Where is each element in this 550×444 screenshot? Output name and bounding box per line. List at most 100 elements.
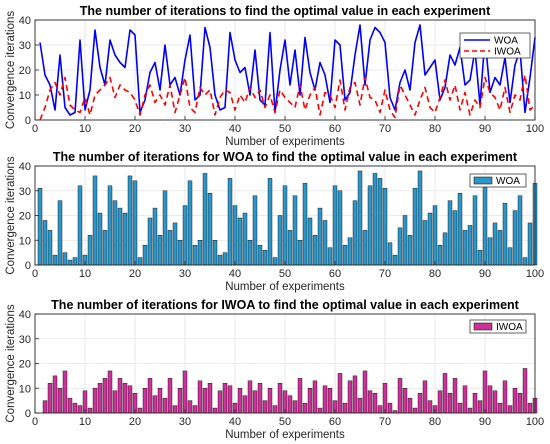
- x-tick-label: 10: [79, 416, 91, 428]
- x-tick-label: 0: [32, 268, 38, 280]
- bar: [152, 395, 158, 414]
- bar: [97, 383, 103, 414]
- bar: [457, 193, 463, 266]
- bar: [187, 400, 193, 414]
- bar: [342, 402, 348, 414]
- bar: [382, 383, 388, 414]
- bar: [312, 235, 318, 266]
- y-tick-label: 30: [19, 40, 31, 52]
- bar: [182, 205, 188, 266]
- bar: [102, 378, 108, 414]
- bar: [502, 202, 508, 266]
- bar: [57, 388, 63, 414]
- x-tick-label: 60: [329, 268, 341, 280]
- y-tick-label: 0: [25, 115, 31, 127]
- bar: [177, 240, 183, 266]
- bar: [402, 388, 408, 414]
- bar: [517, 393, 523, 414]
- bar: [187, 180, 193, 266]
- y-tick-label: 10: [19, 235, 31, 247]
- bar: [472, 393, 478, 414]
- bar: [512, 388, 518, 414]
- legend: IWOA: [469, 319, 527, 334]
- y-tick-label: 40: [19, 309, 31, 321]
- bar: [302, 183, 308, 266]
- bar: [232, 205, 238, 266]
- bar: [72, 257, 78, 266]
- bar: [172, 222, 178, 266]
- bar: [272, 257, 278, 266]
- bar: [107, 370, 113, 414]
- chart-title: The number of iterations for WOA to find…: [53, 150, 518, 164]
- x-axis-label: Number of experiments: [225, 281, 345, 293]
- bar: [62, 370, 68, 414]
- y-tick-label: 40: [19, 15, 31, 27]
- bar: [527, 222, 533, 266]
- bar: [427, 212, 433, 266]
- x-tick-label: 80: [429, 416, 441, 428]
- bar: [182, 370, 188, 414]
- bar: [337, 373, 343, 414]
- x-axis-label: Number of experiments: [225, 136, 345, 148]
- bar: [222, 252, 228, 266]
- bar: [172, 405, 178, 414]
- y-tick-label: 10: [19, 383, 31, 395]
- bar: [472, 195, 478, 266]
- bar: [267, 388, 273, 414]
- bar: [387, 402, 393, 414]
- bar: [407, 235, 413, 266]
- bar: [412, 188, 418, 266]
- bar: [292, 400, 298, 414]
- y-tick-label: 20: [19, 359, 31, 371]
- bar: [87, 235, 93, 266]
- bar: [97, 212, 103, 266]
- bar: [167, 378, 173, 414]
- legend-label: WOA: [494, 36, 518, 47]
- bar: [397, 227, 403, 266]
- x-tick-label: 100: [526, 416, 544, 428]
- bar: [257, 244, 263, 266]
- bar: [52, 375, 58, 414]
- bar: [487, 237, 493, 266]
- bar: [362, 230, 368, 266]
- bar: [112, 200, 118, 266]
- series-line-woa: [39, 24, 536, 116]
- bar: [162, 190, 168, 266]
- x-axis-label: Number of experiments: [225, 429, 345, 441]
- y-tick-label: 30: [19, 186, 31, 198]
- bar: [412, 407, 418, 414]
- bar: [277, 215, 283, 266]
- bar: [417, 170, 423, 266]
- bar: [502, 380, 508, 414]
- x-tick-label: 20: [129, 416, 141, 428]
- bar: [387, 242, 393, 266]
- legend-label: WOA: [496, 176, 520, 187]
- chart-title: The number of iterations to find the opt…: [80, 4, 491, 18]
- bar: [437, 244, 443, 266]
- y-tick-label: 0: [25, 408, 31, 420]
- bar: [212, 407, 218, 414]
- bar: [462, 230, 468, 266]
- bar: [362, 370, 368, 414]
- x-tick-label: 10: [79, 123, 91, 135]
- bar: [47, 383, 53, 414]
- bar: [137, 407, 143, 414]
- bar: [242, 395, 248, 414]
- bar: [42, 400, 48, 414]
- bar: [142, 388, 148, 414]
- bar: [192, 244, 198, 266]
- y-tick-label: 10: [19, 90, 31, 102]
- bar: [512, 210, 518, 266]
- bar: [442, 232, 448, 266]
- bar: [237, 388, 243, 414]
- bar: [297, 240, 303, 266]
- bar: [192, 405, 198, 414]
- bar: [102, 230, 108, 266]
- bar: [67, 259, 73, 266]
- legend-label: IWOA: [494, 47, 521, 58]
- bar: [112, 390, 118, 414]
- x-tick-label: 90: [479, 123, 491, 135]
- bar: [422, 220, 428, 266]
- bar: [272, 405, 278, 414]
- bar: [167, 230, 173, 266]
